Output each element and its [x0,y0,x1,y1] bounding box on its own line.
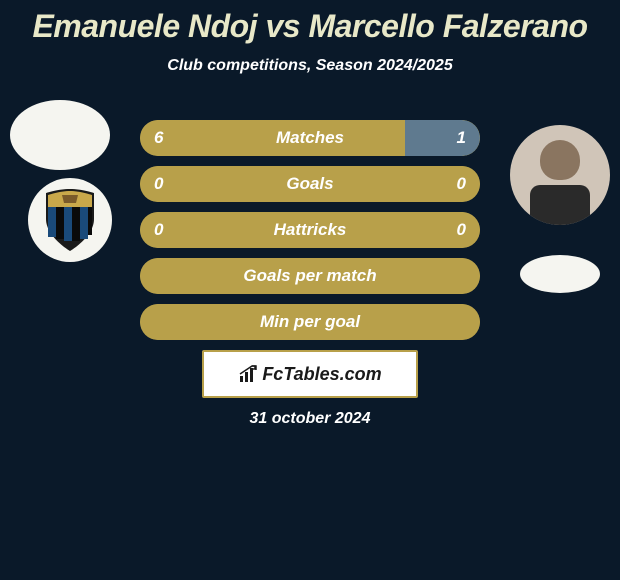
stat-label: Hattricks [140,220,480,240]
stat-value-left: 0 [154,220,163,240]
stat-label: Matches [140,128,480,148]
comparison-subtitle: Club competitions, Season 2024/2025 [0,57,620,75]
stat-value-right: 0 [457,220,466,240]
stat-row: Min per goal [140,304,480,340]
stat-value-right: 0 [457,174,466,194]
stat-value-left: 0 [154,174,163,194]
stat-row: Goals0 0 [140,166,480,202]
stat-row: Hattricks0 0 [140,212,480,248]
stat-label: Goals [140,174,480,194]
logo-text: FcTables.com [262,364,381,385]
snapshot-date: 31 october 2024 [0,410,620,428]
club-badge-right [520,255,600,293]
stat-row: Goals per match [140,258,480,294]
fctables-logo: FcTables.com [202,350,418,398]
stat-label: Goals per match [140,266,480,286]
stats-bars: Matches61Goals00Hattricks00Goals per mat… [140,120,480,350]
chart-icon [238,364,258,384]
comparison-title: Emanuele Ndoj vs Marcello Falzerano [0,0,620,45]
stat-value-right: 1 [457,128,466,148]
stat-row: Matches6 1 [140,120,480,156]
player-left-avatar [10,100,110,170]
stat-label: Min per goal [140,312,480,332]
shield-icon [42,187,98,253]
player-right-avatar [510,125,610,225]
stat-value-left: 6 [154,128,163,148]
club-badge-left [28,178,112,262]
